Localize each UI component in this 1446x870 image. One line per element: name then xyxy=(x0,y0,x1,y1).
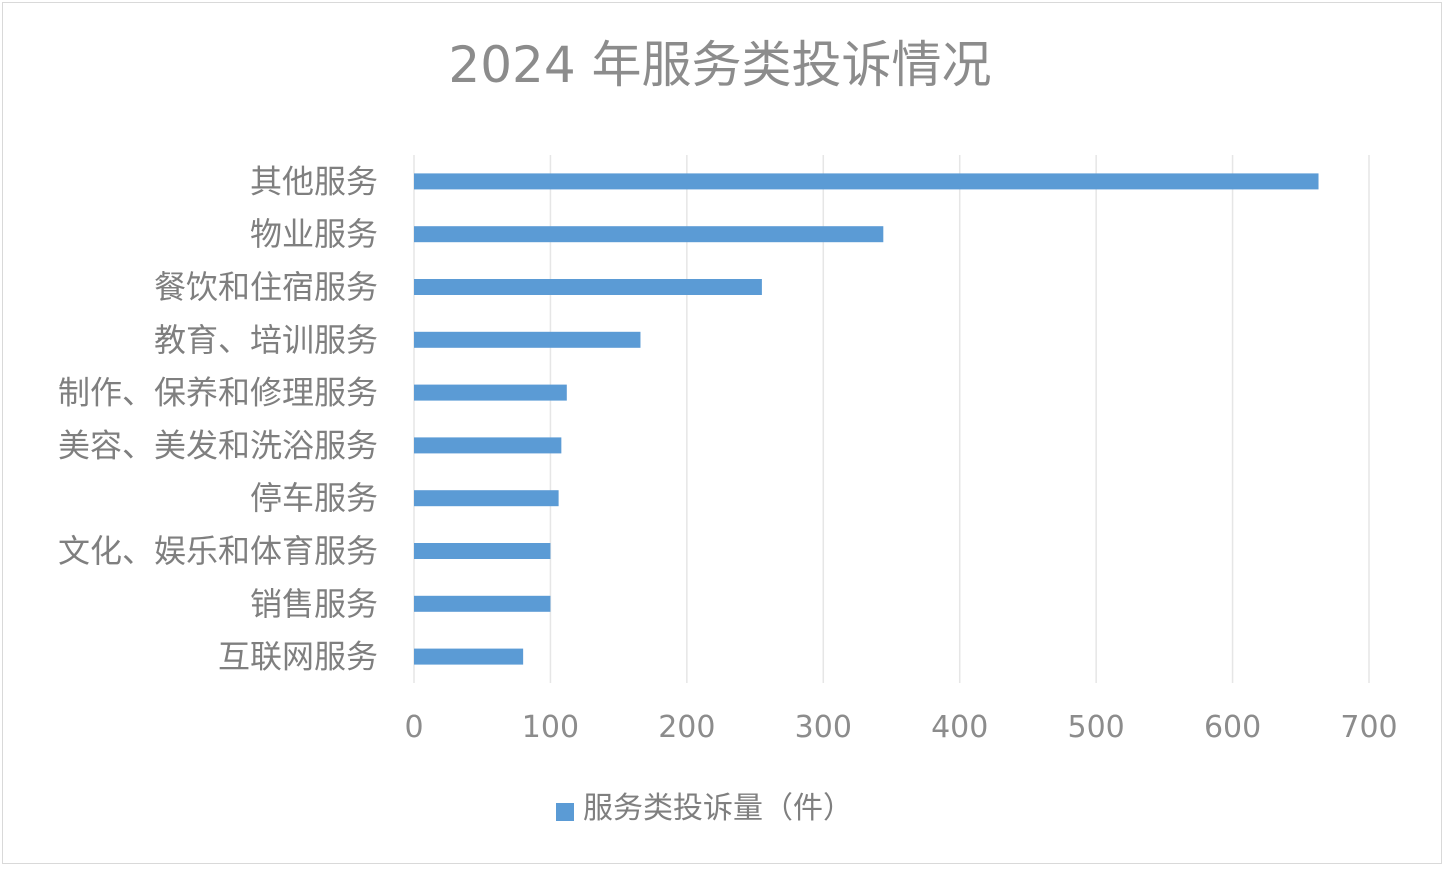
bar xyxy=(414,595,551,612)
bar xyxy=(414,648,524,665)
category-label: 餐饮和住宿服务 xyxy=(154,268,378,306)
x-tick-label: 600 xyxy=(1204,710,1261,745)
category-label: 物业服务 xyxy=(250,215,378,253)
category-label: 教育、培训服务 xyxy=(154,321,378,359)
bar xyxy=(414,437,562,454)
bar xyxy=(414,543,551,559)
x-tick-label: 200 xyxy=(658,710,715,745)
category-label: 互联网服务 xyxy=(218,638,378,676)
category-label: 文化、娱乐和体育服务 xyxy=(58,532,378,570)
gridlines xyxy=(413,155,1370,683)
x-tick-labels: 0 100 200 300 400 500 600 700 xyxy=(404,710,1397,745)
x-tick-label: 400 xyxy=(931,710,988,745)
bar xyxy=(414,331,641,348)
bar xyxy=(414,226,884,243)
bar xyxy=(414,384,567,401)
category-label: 其他服务 xyxy=(250,162,378,200)
bars xyxy=(414,173,1319,665)
legend-swatch xyxy=(556,803,574,821)
legend-label: 服务类投诉量（件） xyxy=(583,791,853,826)
category-label: 停车服务 xyxy=(250,479,378,517)
x-tick-label: 700 xyxy=(1340,710,1397,745)
legend: 服务类投诉量（件） xyxy=(556,791,853,826)
chart-title: 2024 年服务类投诉情况 xyxy=(448,36,991,94)
bar xyxy=(414,490,559,507)
category-label: 美容、美发和洗浴服务 xyxy=(58,426,378,464)
x-tick-label: 0 xyxy=(404,710,423,745)
bar xyxy=(414,279,762,295)
bar xyxy=(414,173,1319,190)
category-label: 销售服务 xyxy=(250,585,378,623)
category-labels: 其他服务物业服务餐饮和住宿服务教育、培训服务制作、保养和修理服务美容、美发和洗浴… xyxy=(58,162,378,675)
x-tick-label: 300 xyxy=(795,710,852,745)
x-tick-label: 500 xyxy=(1068,710,1125,745)
x-tick-label: 100 xyxy=(522,710,579,745)
category-label: 制作、保养和修理服务 xyxy=(58,374,378,412)
